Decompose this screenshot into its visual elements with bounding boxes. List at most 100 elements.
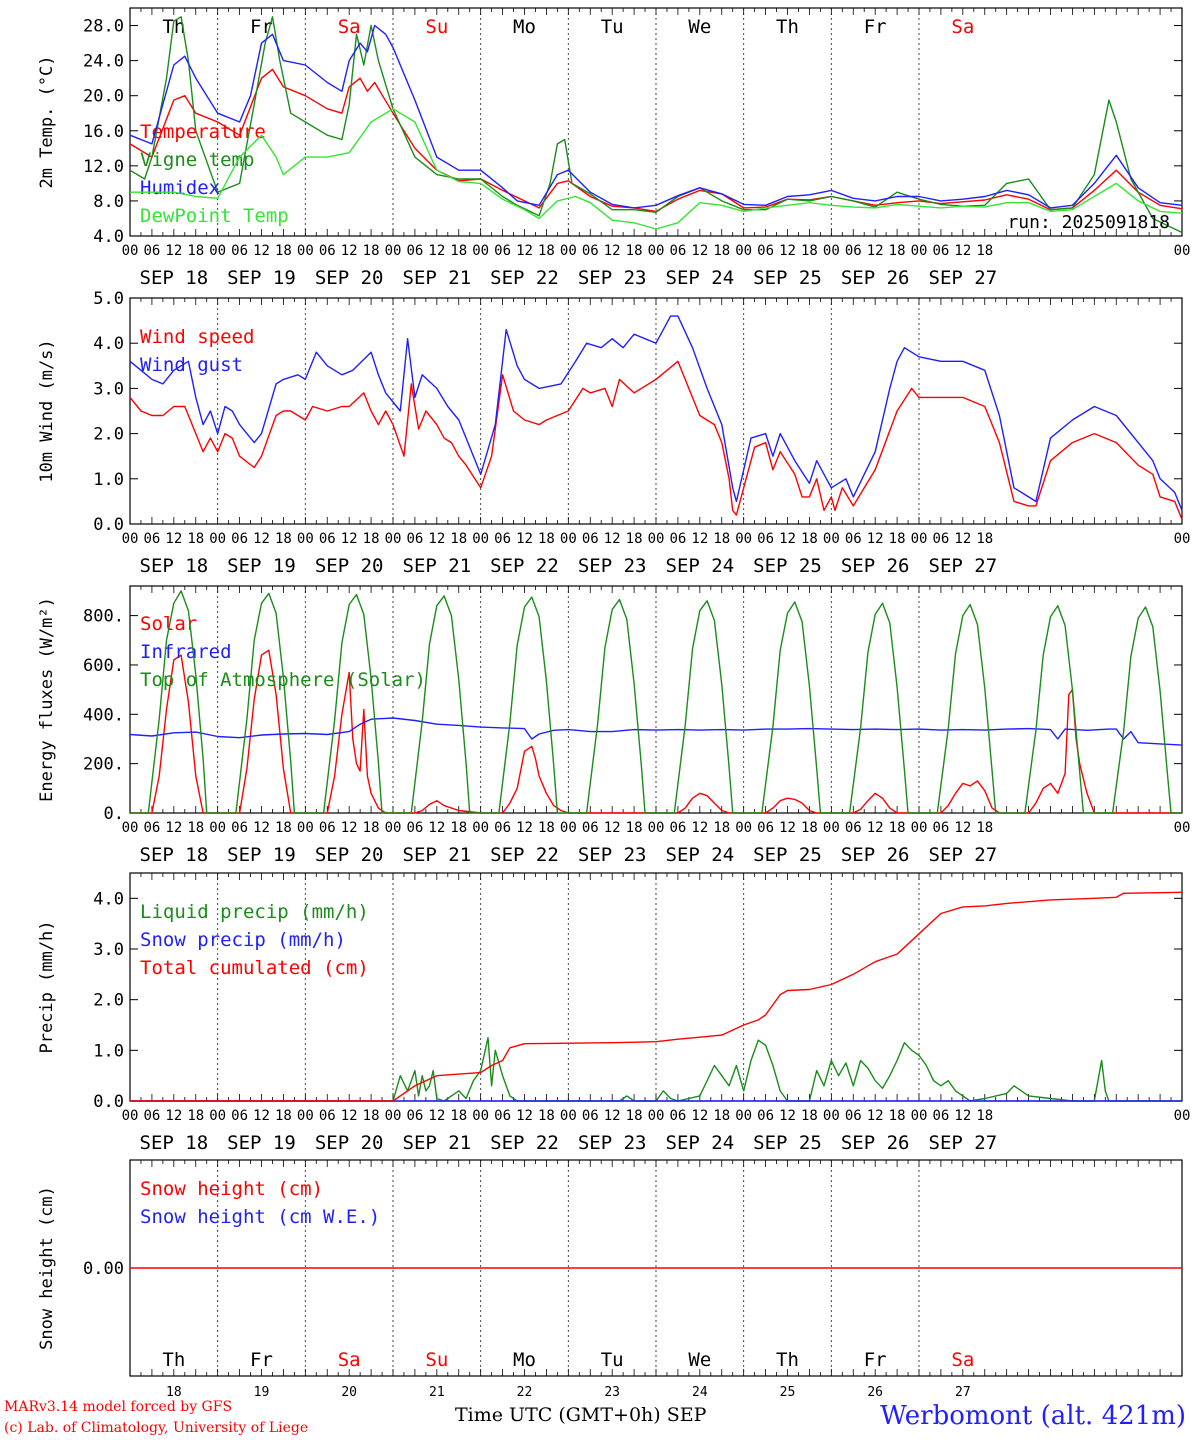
hour-tick-label: 06 xyxy=(406,243,423,259)
date-label: SEP 20 xyxy=(315,1132,384,1154)
hour-tick-label: 06 xyxy=(319,820,336,836)
date-label: SEP 21 xyxy=(403,1132,472,1154)
date-label: SEP 20 xyxy=(315,555,384,577)
hour-tick-label: 00 xyxy=(297,243,314,259)
weekday-label: Mo xyxy=(513,16,536,38)
hour-tick-label: 12 xyxy=(165,1108,182,1124)
hour-tick-label: 00 xyxy=(648,820,665,836)
hour-tick-label: 12 xyxy=(954,820,971,836)
legend-wind-1: Wind gust xyxy=(140,354,243,376)
hour-tick-label: 12 xyxy=(779,820,796,836)
day-number-label: 20 xyxy=(341,1385,357,1400)
hour-tick-label: 00 xyxy=(823,820,840,836)
y-tick-label-precip: 1.0 xyxy=(93,1041,124,1061)
date-label: SEP 19 xyxy=(227,1132,296,1154)
hour-tick-label: 06 xyxy=(845,531,862,547)
hour-tick-label: 06 xyxy=(494,820,511,836)
hour-tick-label: 12 xyxy=(165,820,182,836)
hour-tick-label: 00 xyxy=(648,243,665,259)
hour-tick-label: 00 xyxy=(1174,531,1191,547)
hour-tick-label: 12 xyxy=(428,1108,445,1124)
hour-tick-label: 18 xyxy=(801,1108,818,1124)
hour-tick-label: 18 xyxy=(976,1108,993,1124)
day-number-label: 23 xyxy=(604,1385,620,1400)
y-tick-label-precip: 2.0 xyxy=(93,991,124,1011)
hour-tick-label: 00 xyxy=(1174,243,1191,259)
legend-precip-0: Liquid precip (mm/h) xyxy=(140,901,369,923)
hour-tick-label: 12 xyxy=(954,531,971,547)
hour-tick-label: 06 xyxy=(319,531,336,547)
hour-tick-label: 00 xyxy=(911,531,928,547)
weekday-label-bottom: Su xyxy=(425,1349,448,1371)
hour-tick-label: 06 xyxy=(845,243,862,259)
hour-tick-label: 00 xyxy=(209,243,226,259)
weekday-label-bottom: Sa xyxy=(951,1349,974,1371)
hour-tick-label: 12 xyxy=(867,531,884,547)
hour-tick-label: 18 xyxy=(713,1108,730,1124)
date-label: SEP 18 xyxy=(140,844,209,866)
hour-tick-label: 12 xyxy=(253,820,270,836)
y-tick-label-temperature: 28.0 xyxy=(83,17,124,37)
y-axis-label-snow: Snow height (cm) xyxy=(37,1186,57,1350)
hour-tick-label: 00 xyxy=(297,531,314,547)
hour-tick-label: 00 xyxy=(560,531,577,547)
weekday-label-bottom: Th xyxy=(776,1349,799,1371)
day-number-label: 19 xyxy=(254,1385,270,1400)
date-label: SEP 21 xyxy=(403,267,472,289)
hour-tick-label: 00 xyxy=(648,531,665,547)
date-label: SEP 19 xyxy=(227,844,296,866)
hour-tick-label: 18 xyxy=(450,531,467,547)
hour-tick-label: 00 xyxy=(385,243,402,259)
hour-tick-label: 12 xyxy=(691,243,708,259)
hour-tick-label: 18 xyxy=(976,243,993,259)
y-tick-label-wind: 4.0 xyxy=(93,334,124,354)
hour-tick-label: 00 xyxy=(735,531,752,547)
hour-tick-label: 12 xyxy=(341,531,358,547)
y-tick-label-wind: 0.0 xyxy=(93,515,124,535)
date-label: SEP 27 xyxy=(929,555,998,577)
weekday-label-bottom: We xyxy=(688,1349,711,1371)
day-number-label: 24 xyxy=(692,1385,708,1400)
weekday-label-bottom: Mo xyxy=(513,1349,536,1371)
hour-tick-label: 12 xyxy=(428,820,445,836)
hour-tick-label: 18 xyxy=(801,243,818,259)
series-line-temperature-0 xyxy=(129,68,1183,213)
hour-tick-label: 06 xyxy=(231,531,248,547)
hour-tick-label: 18 xyxy=(275,531,292,547)
hour-tick-label: 00 xyxy=(385,820,402,836)
hour-tick-label: 00 xyxy=(560,243,577,259)
hour-tick-label: 06 xyxy=(757,243,774,259)
hour-tick-label: 06 xyxy=(406,820,423,836)
hour-tick-label: 00 xyxy=(735,243,752,259)
series-line-temperature-1 xyxy=(129,16,1183,234)
hour-tick-label: 18 xyxy=(538,531,555,547)
station-name: Werbomont (alt. 421m) xyxy=(880,1401,1186,1431)
y-tick-label-energy: 200. xyxy=(83,755,124,775)
day-number-label: 27 xyxy=(955,1385,971,1400)
y-tick-label-temperature: 12.0 xyxy=(83,157,124,177)
hour-tick-label: 18 xyxy=(889,243,906,259)
hour-tick-label: 00 xyxy=(122,820,139,836)
hour-tick-label: 18 xyxy=(626,1108,643,1124)
weekday-label-bottom: Tu xyxy=(601,1349,624,1371)
y-tick-label-energy: 0. xyxy=(104,804,124,824)
hour-tick-label: 12 xyxy=(867,243,884,259)
hour-tick-label: 18 xyxy=(538,820,555,836)
hour-tick-label: 06 xyxy=(319,1108,336,1124)
hour-tick-label: 06 xyxy=(319,243,336,259)
legend-temperature-2: Humidex xyxy=(140,177,220,199)
hour-tick-label: 12 xyxy=(867,1108,884,1124)
date-label: SEP 27 xyxy=(929,1132,998,1154)
hour-tick-label: 12 xyxy=(691,820,708,836)
weekday-label: Fr xyxy=(864,16,887,38)
date-label: SEP 20 xyxy=(315,267,384,289)
hour-tick-label: 18 xyxy=(187,820,204,836)
hour-tick-label: 18 xyxy=(275,243,292,259)
hour-tick-label: 18 xyxy=(713,243,730,259)
weekday-label-bottom: Fr xyxy=(250,1349,273,1371)
hour-tick-label: 18 xyxy=(889,820,906,836)
hour-tick-label: 06 xyxy=(582,243,599,259)
y-axis-label-temperature: 2m Temp. (°C) xyxy=(37,55,57,188)
hour-tick-label: 00 xyxy=(385,531,402,547)
date-label: SEP 25 xyxy=(753,1132,822,1154)
